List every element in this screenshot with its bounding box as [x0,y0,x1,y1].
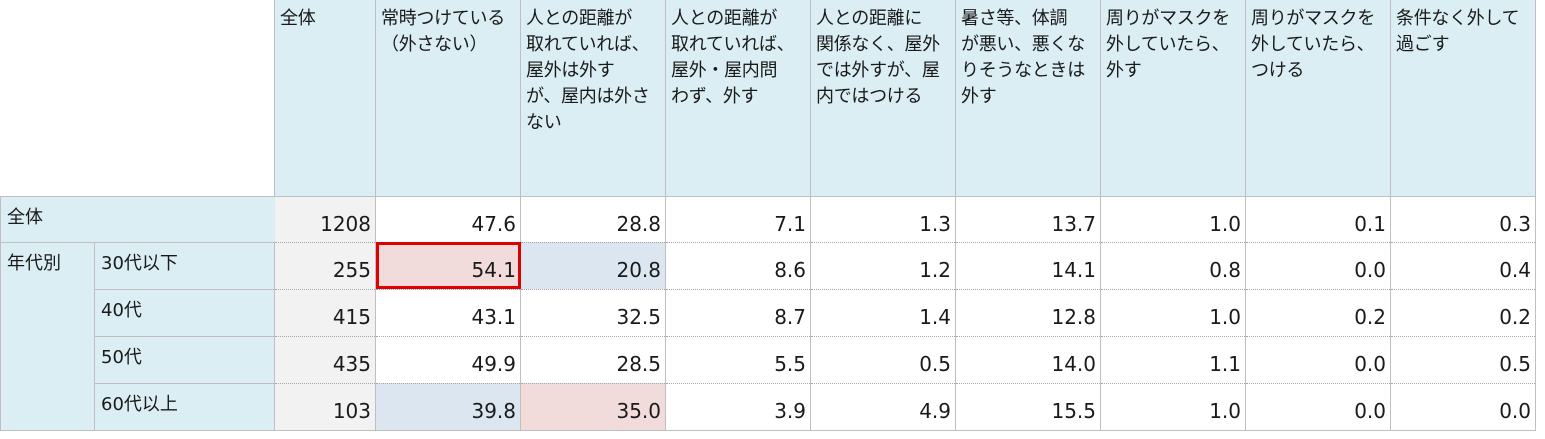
cell-value: 0.8 [1100,242,1246,290]
cell-value: 7.1 [665,196,811,243]
col-header-outdoor-off-indoor-on: 人との距離が 取れていれば、 屋外は外す が、屋内は外さ ない [520,0,666,197]
cell-value: 0.5 [1390,336,1536,384]
cell-value: 47.6 [375,196,521,243]
cell-value: 0.2 [1245,289,1391,337]
cell-value: 28.5 [520,336,666,384]
row-label-50s: 50代 [94,336,275,384]
col-header-distance-off: 人との距離が 取れていれば、 屋外・屋内問 わず、外す [665,0,811,197]
corner-cell [0,0,275,197]
cell-value: 0.0 [1390,383,1536,431]
cell-value: 0.1 [1245,196,1391,243]
cell-value: 5.5 [665,336,811,384]
cell-value: 0.0 [1245,242,1391,290]
row-label-30s-under: 30代以下 [94,242,275,290]
cell-value: 15.5 [955,383,1101,431]
col-header-heat-health-off: 暑さ等、体調 が悪い、悪くな りそうなときは 外す [955,0,1101,197]
col-header-no-conditions: 条件なく外して 過ごす [1390,0,1536,197]
col-header-others-off-wear: 周りがマスクを 外していたら、 つける [1245,0,1391,197]
cell-value: 0.2 [1390,289,1536,337]
cell-value: 14.1 [955,242,1101,290]
cell-value: 14.0 [955,336,1101,384]
cell-value: 1.0 [1100,383,1246,431]
table-row-60s-over: 60代以上 103 39.8 35.0 3.9 4.9 15.5 1.0 0.0… [1,383,1536,431]
cell-value-highlight-max: 54.1 [375,242,521,290]
cell-value: 32.5 [520,289,666,337]
table-row-50s: 50代 435 49.9 28.5 5.5 0.5 14.0 1.1 0.0 0… [1,336,1536,384]
row-label-40s: 40代 [94,289,275,337]
row-label-60s-over: 60代以上 [94,383,275,431]
cell-value: 1.0 [1100,289,1246,337]
cell-value: 13.7 [955,196,1101,243]
cell-value: 28.8 [520,196,666,243]
cell-value: 43.1 [375,289,521,337]
cell-n: 1208 [274,196,376,243]
row-label-overall: 全体 [0,196,275,243]
col-header-outdoor-off-regardless: 人との距離に 関係なく、屋外 では外すが、屋 内ではつける [810,0,956,197]
col-header-always-wear: 常時つけている （外さない） [375,0,521,197]
table-row-40s: 40代 415 43.1 32.5 8.7 1.4 12.8 1.0 0.2 0… [1,289,1536,337]
cell-value: 1.4 [810,289,956,337]
cell-value: 4.9 [810,383,956,431]
cell-value: 0.3 [1390,196,1536,243]
cell-n: 435 [274,336,376,384]
cell-value-highlight-min: 20.8 [520,242,666,290]
header-row: 全体 常時つけている （外さない） 人との距離が 取れていれば、 屋外は外す が… [0,0,1536,197]
cell-n: 415 [274,289,376,337]
cell-value: 0.4 [1390,242,1536,290]
cell-value: 8.6 [665,242,811,290]
cell-value: 12.8 [955,289,1101,337]
cell-value: 1.1 [1100,336,1246,384]
col-header-others-off-remove: 周りがマスクを 外していたら、 外す [1100,0,1246,197]
cell-value: 8.7 [665,289,811,337]
cell-value: 1.3 [810,196,956,243]
cell-value: 49.9 [375,336,521,384]
cell-value: 1.2 [810,242,956,290]
survey-table: 全体 常時つけている （外さない） 人との距離が 取れていれば、 屋外は外す が… [0,0,1536,431]
group-label-age: 年代別 [0,242,95,431]
cell-value: 0.0 [1245,336,1391,384]
cell-value: 1.0 [1100,196,1246,243]
cell-value: 0.5 [810,336,956,384]
cell-n: 103 [274,383,376,431]
cell-value: 3.9 [665,383,811,431]
cell-value-highlight-max: 35.0 [520,383,666,431]
cell-n: 255 [274,242,376,290]
table-row-30s-under: 年代別 30代以下 255 54.1 20.8 8.6 1.2 14.1 0.8… [0,242,1536,431]
table-row-overall: 全体 1208 47.6 28.8 7.1 1.3 13.7 1.0 0.1 0… [0,196,1536,243]
cell-value: 0.0 [1245,383,1391,431]
cell-value-highlight-min: 39.8 [375,383,521,431]
col-header-total: 全体 [274,0,376,197]
